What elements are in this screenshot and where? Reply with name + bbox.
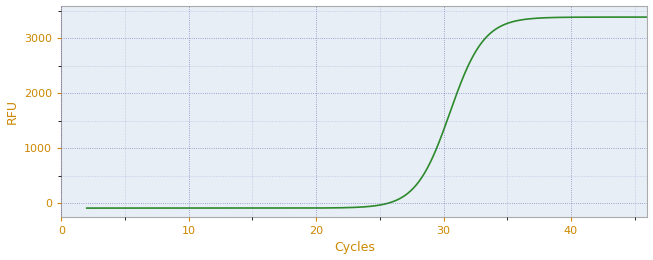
X-axis label: Cycles: Cycles bbox=[334, 242, 375, 255]
Y-axis label: RFU: RFU bbox=[6, 99, 18, 124]
